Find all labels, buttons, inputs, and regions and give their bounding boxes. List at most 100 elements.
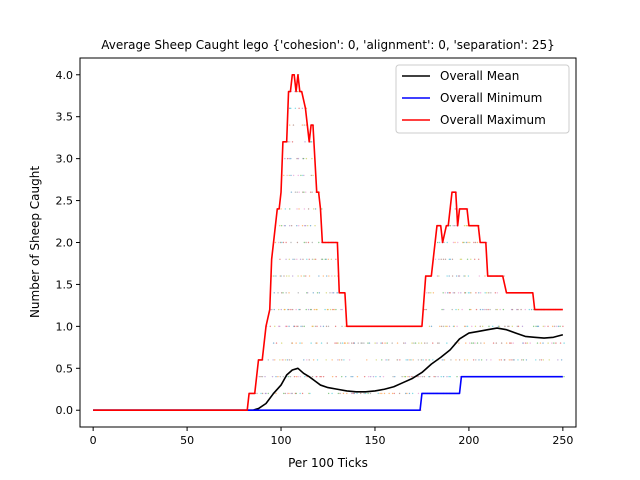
trial-dot <box>304 225 307 227</box>
trial-dot <box>320 375 322 378</box>
trial-dot <box>407 375 409 378</box>
trial-dot <box>311 157 313 160</box>
trial-dot <box>476 342 479 344</box>
trial-dot <box>433 375 435 378</box>
trial-dot <box>426 342 428 344</box>
trial-dot <box>379 392 381 395</box>
trial-dot <box>469 292 471 294</box>
trial-dot <box>488 325 490 328</box>
trial-dot <box>508 325 510 328</box>
trial-dot <box>479 308 482 311</box>
trial-dot <box>516 325 518 328</box>
trial-dot <box>296 208 298 210</box>
trial-dot <box>292 174 295 177</box>
trial-dot <box>279 359 281 361</box>
trial-dot <box>369 392 372 395</box>
trial-dot <box>351 392 353 395</box>
trial-dot <box>309 191 312 193</box>
trial-dot <box>484 292 486 294</box>
trial-dot <box>288 392 290 395</box>
trial-dot <box>466 258 469 260</box>
trial-dot <box>290 241 292 244</box>
trial-dot <box>461 308 463 311</box>
trial-dot <box>517 359 519 361</box>
trial-dot <box>381 392 383 395</box>
trial-dot <box>483 342 485 344</box>
trial-dot <box>504 359 506 361</box>
trial-dot <box>286 157 289 160</box>
trial-dot <box>428 325 431 328</box>
trial-dot <box>381 359 383 361</box>
trial-dot <box>286 359 289 361</box>
trial-dot <box>479 292 482 294</box>
chart-title: Average Sheep Caught lego {'cohesion': 0… <box>101 38 554 52</box>
trial-dot <box>470 342 473 344</box>
trial-dot <box>423 375 426 378</box>
trial-dot <box>284 359 287 361</box>
trial-dot <box>479 325 481 328</box>
trial-dot <box>538 359 541 361</box>
trial-dot <box>404 342 407 344</box>
trial-dot <box>309 225 312 227</box>
x-tick-label: 150 <box>364 434 385 447</box>
trial-dot <box>353 342 356 344</box>
trial-dot <box>448 275 450 277</box>
trial-dot <box>551 342 553 344</box>
trial-dot <box>553 325 556 328</box>
trial-dot <box>470 308 472 311</box>
trial-dot <box>393 392 395 395</box>
trial-dot <box>280 208 282 210</box>
trial-dot <box>308 392 310 395</box>
trial-dot <box>337 342 339 344</box>
trial-dot <box>448 325 451 328</box>
trial-dot <box>436 241 439 244</box>
trial-dot <box>324 308 326 311</box>
trial-dot <box>559 325 561 328</box>
trial-dot <box>340 308 342 311</box>
trial-dot <box>483 308 486 311</box>
trial-dot <box>344 325 346 328</box>
trial-dot <box>310 174 313 177</box>
trial-dot <box>336 292 339 294</box>
trial-dot <box>334 342 336 344</box>
trial-dot <box>296 157 298 160</box>
trial-dot <box>284 325 287 328</box>
trial-dot <box>274 359 276 361</box>
trial-dot <box>279 375 281 378</box>
trial-dot <box>442 258 445 260</box>
trial-dot <box>396 342 399 344</box>
trial-dot <box>457 308 460 311</box>
trial-dot <box>382 375 385 378</box>
trial-dot <box>375 359 377 361</box>
trial-dot <box>290 359 293 361</box>
trial-dot <box>279 241 282 244</box>
trial-dot <box>551 325 554 328</box>
trial-dot <box>502 308 505 311</box>
trial-dot <box>279 225 281 227</box>
trial-dot <box>292 124 295 126</box>
trial-dot <box>298 308 300 311</box>
trial-dot <box>547 325 549 328</box>
trial-dot <box>469 342 471 344</box>
trial-dot <box>504 325 506 328</box>
trial-dot <box>374 342 376 344</box>
trial-dot <box>503 275 505 277</box>
trial-dot <box>294 258 296 260</box>
trial-dot <box>381 342 384 344</box>
trial-dot <box>457 241 459 244</box>
trial-dot <box>511 325 514 328</box>
trial-dot <box>417 392 420 395</box>
trial-dot <box>346 392 348 395</box>
trial-dot <box>316 292 319 294</box>
trial-dot <box>522 359 525 361</box>
trial-dot <box>436 275 439 277</box>
trial-dot <box>261 375 264 378</box>
trial-dot <box>305 157 308 160</box>
trial-dot <box>492 325 494 328</box>
trial-dot <box>528 308 531 311</box>
trial-dot <box>485 308 487 311</box>
trial-dot <box>278 241 280 244</box>
trial-dot <box>282 359 284 361</box>
trial-dot <box>281 359 283 361</box>
trial-dot <box>417 375 420 378</box>
